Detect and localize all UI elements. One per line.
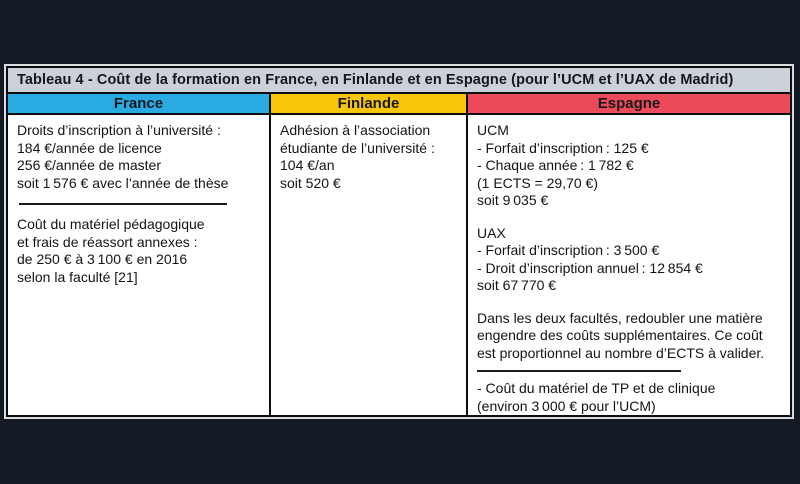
cell-espagne: UCM - Forfait d’inscription : 125 € - Ch… — [468, 115, 790, 415]
column-header-finlande: Finlande — [271, 93, 468, 113]
cell-line: engendre des coûts supplémentaires. Ce c… — [477, 327, 763, 343]
cell-divider — [477, 370, 681, 372]
cell-line: selon la faculté [21] — [17, 268, 138, 285]
cell-line: (environ 3 000 € pour l’UCM) — [477, 397, 656, 414]
cell-line: - Droit d’inscription annuel : 12 854 € — [477, 259, 703, 276]
cell-finlande: Adhésion à l’association étudiante de l’… — [271, 115, 468, 415]
cell-line: - Chaque année : 1 782 € — [477, 157, 634, 173]
cell-line: UCM — [477, 122, 509, 138]
cell-line: UAX — [477, 224, 506, 241]
cell-line: Droits d’inscription à l’université : — [17, 122, 221, 138]
finlande-fees-paragraph: Adhésion à l’association étudiante de l’… — [280, 122, 458, 192]
table-title-row: Tableau 4 - Coût de la formation en Fran… — [8, 68, 790, 94]
espagne-uax-paragraph: UAX - Forfait d’inscription : 3 500 € - … — [477, 225, 782, 295]
france-materials-paragraph: Coût du matériel pédagogique et frais de… — [17, 216, 261, 286]
espagne-ucm-paragraph: UCM - Forfait d’inscription : 125 € - Ch… — [477, 122, 782, 210]
cell-line: soit 1 576 € avec l’année de thèse — [17, 174, 229, 191]
column-header-france: France — [8, 93, 271, 113]
cell-divider — [19, 203, 227, 205]
espagne-redoubler-paragraph: Dans les deux facultés, redoubler une ma… — [477, 310, 782, 363]
table-body-row: Droits d’inscription à l’université : 18… — [8, 115, 790, 415]
cell-line: soit 67 770 € — [477, 277, 557, 293]
cell-france: Droits d’inscription à l’université : 18… — [8, 115, 271, 415]
cell-line: - Forfait d’inscription : 3 500 € — [477, 242, 660, 258]
espagne-materials-paragraph: - Coût du matériel de TP et de clinique … — [477, 380, 782, 415]
column-header-espagne: Espagne — [468, 93, 790, 113]
cell-line: Adhésion à l’association — [280, 122, 431, 138]
cell-line: Dans les deux facultés, redoubler une ma… — [477, 309, 763, 326]
cost-comparison-table: Tableau 4 - Coût de la formation en Fran… — [6, 66, 792, 417]
cell-line: Coût du matériel pédagogique — [17, 216, 205, 232]
cell-line: 184 €/année de licence — [17, 139, 162, 156]
cell-line: étudiante de l’université : — [280, 139, 435, 156]
cell-line: 104 €/an — [280, 157, 335, 173]
cell-line: et frais de réassort annexes : — [17, 233, 198, 250]
cell-line: soit 520 € — [280, 174, 341, 191]
cell-line: soit 9 035 € — [477, 192, 549, 208]
cell-line: (1 ECTS = 29,70 €) — [477, 174, 599, 191]
table-header-row: France Finlande Espagne — [8, 93, 790, 115]
cell-line: de 250 € à 3 100 € en 2016 — [17, 251, 188, 267]
cell-line: - Coût du matériel de TP et de clinique — [477, 380, 716, 396]
cell-line: - Forfait d’inscription : 125 € — [477, 139, 649, 156]
france-tuition-paragraph: Droits d’inscription à l’université : 18… — [17, 122, 261, 192]
cell-line: 256 €/année de master — [17, 157, 161, 173]
cell-line: est proportionnel au nombre d’ECTS à val… — [477, 344, 765, 361]
table-title: Tableau 4 - Coût de la formation en Fran… — [17, 71, 734, 88]
